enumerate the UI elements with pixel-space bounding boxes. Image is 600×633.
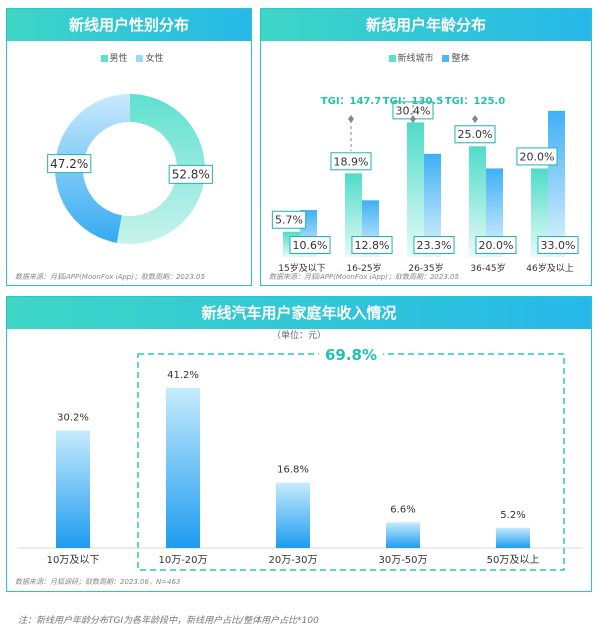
age-tick-label-1: 16-25岁 (346, 262, 381, 274)
income-highlight-label: 69.8% (325, 346, 377, 364)
income-panel-title: 新线汽车用户家庭年收入情况 (201, 304, 397, 322)
slice-female-label-box (47, 154, 92, 174)
age-tick-label-2: 26-35岁 (408, 262, 443, 274)
tgi-annotation-0: TGI：147.7 (321, 96, 381, 107)
legend-male-label: 男性 (109, 54, 128, 64)
income-bar-3 (386, 522, 420, 548)
tgi-diamond-1 (410, 115, 416, 123)
label-newline-1: 18.9% (334, 155, 369, 168)
income-bar-4 (496, 527, 530, 548)
income-value-label-1: 41.2% (167, 370, 199, 381)
income-tick-label-4: 50万及以上 (487, 554, 540, 566)
income-tick-label-1: 10万-20万 (158, 555, 207, 566)
label-overall-4: 33.0% (541, 239, 576, 252)
bar-newline-3 (469, 146, 486, 257)
income-bar-chart: 30.2% 10万及以下 41.2% 10万-20万 16.8% 20万-30万 6.6% 3… (17, 344, 583, 571)
label-newline-1-box (330, 152, 372, 171)
legend-female-swatch (136, 55, 144, 62)
label-overall-0-box (289, 236, 331, 254)
income-tick-label-2: 20万-30万 (268, 555, 317, 566)
gender-source: 数据来源：月狐iAPP(MoonFox iApp)；取数周期：2023.05 (15, 273, 205, 281)
bar-overall-3 (486, 168, 503, 257)
income-source: 数据来源：月狐调研；取数周期：2023.06，N=463 (15, 578, 181, 586)
income-bar-1 (166, 387, 200, 548)
slice-female-label: 47.2% (50, 157, 88, 171)
legend-overall-label: 整体 (451, 54, 470, 64)
tgi-diamond-2 (472, 115, 478, 123)
age-panel-header (261, 9, 591, 41)
income-value-label-0: 30.2% (57, 413, 89, 424)
footnote: 注：新线用户年龄分布TGI为各年龄段中，新线用户占比/整体用户占比*100 (18, 616, 319, 626)
age-panel-title: 新线用户年龄分布 (365, 16, 486, 34)
income-tick-label-0: 10万及以下 (47, 554, 100, 566)
label-newline-4-box (516, 147, 558, 166)
tgi-diamond-0 (348, 115, 354, 123)
bar-newline-4 (531, 168, 548, 257)
income-value-label-2: 16.8% (277, 465, 309, 476)
age-panel: 新线用户年龄分布 新线城市 整体 15岁及以下 5.7% 10.6% 16-25岁 18… (260, 8, 592, 286)
gender-panel-header (7, 9, 251, 41)
income-bar-0 (56, 430, 90, 548)
age-tick-label-3: 36-45岁 (470, 262, 505, 274)
income-bar-2 (276, 482, 310, 548)
bar-newline-2 (407, 122, 424, 257)
income-tick-label-3: 30万-50万 (378, 555, 427, 566)
label-overall-0: 10.6% (293, 239, 328, 252)
gender-panel: 新线用户性别分布 男性 女性 52.8% 47.2% 数据来源：月狐iAPP(Mo… (6, 8, 252, 286)
label-newline-2: 30.4% (396, 104, 431, 117)
income-highlight-label-bg (319, 344, 383, 364)
label-overall-3: 20.0% (479, 239, 514, 252)
label-newline-0-box (271, 210, 307, 229)
label-overall-4-box (537, 236, 579, 254)
label-overall-1-box (351, 236, 393, 254)
legend-newline-label: 新线城市 (397, 54, 434, 64)
slice-male-label-box (168, 164, 213, 184)
label-newline-3: 25.0% (458, 128, 493, 141)
gender-donut-chart: 52.8% 47.2% (47, 94, 213, 244)
tgi-annotation-2: TGI：125.0 (445, 96, 505, 107)
age-source: 数据来源：月狐iAPP(MoonFox iApp)；取数周期：2023.05 (269, 273, 459, 281)
income-panel: 新线汽车用户家庭年收入情况 （单位：元） 30.2% 10万及以下 41.2% 10万… (6, 296, 592, 592)
legend-overall-swatch (442, 55, 450, 62)
slice-male-label: 52.8% (172, 168, 210, 182)
income-panel-header (7, 297, 591, 329)
age-legend: 新线城市 整体 (261, 51, 591, 64)
gender-panel-title: 新线用户性别分布 (68, 16, 189, 34)
gender-legend: 男性 女性 (7, 51, 251, 64)
income-value-label-3: 6.6% (390, 504, 415, 515)
legend-newline-swatch (388, 55, 396, 62)
age-tick-label-4: 46岁及以上 (526, 262, 573, 274)
bar-overall-4 (548, 110, 565, 257)
income-value-label-4: 5.2% (500, 510, 525, 521)
bar-overall-2 (424, 153, 441, 257)
legend-male-swatch (100, 55, 108, 62)
income-panel-unit: （单位：元） (271, 331, 326, 341)
age-bar-chart: 15岁及以下 5.7% 10.6% 16-25岁 18.9% 12.8% 26-35岁 30.… (271, 96, 579, 274)
slice-female (54, 94, 131, 243)
label-overall-1: 12.8% (355, 239, 390, 252)
legend-female-label: 女性 (145, 54, 164, 64)
label-overall-2-box (413, 236, 455, 254)
label-newline-4: 20.0% (520, 150, 555, 163)
label-newline-3-box (454, 125, 496, 144)
slice-male (116, 94, 205, 244)
label-newline-0: 5.7% (275, 214, 303, 227)
label-overall-2: 23.3% (417, 239, 452, 252)
label-overall-3-box (475, 236, 517, 254)
age-tick-label-0: 15岁及以下 (278, 262, 325, 274)
